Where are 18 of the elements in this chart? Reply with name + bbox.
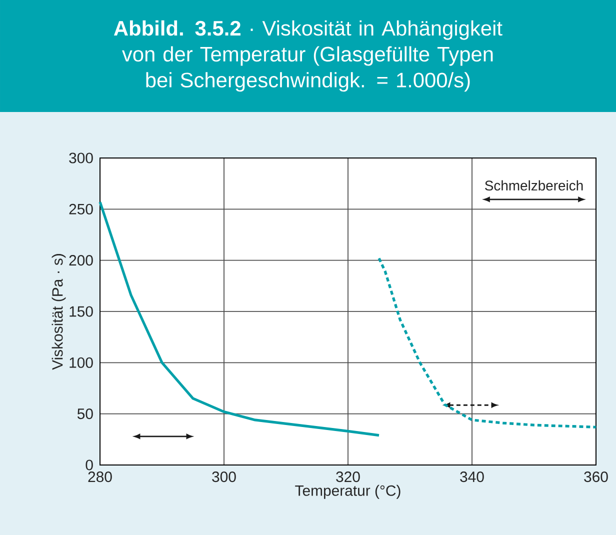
y-tick-label: 200	[69, 255, 93, 266]
x-tick-label: 320	[336, 472, 360, 482]
x-tick-label: 360	[584, 472, 608, 482]
x-tick-label: 340	[460, 472, 484, 482]
x-axis-title: Temperatur (°C)	[295, 484, 400, 499]
x-tick-label: 300	[212, 472, 236, 482]
line-series	[378, 256, 598, 428]
annotation: Schmelzbereich	[485, 180, 583, 191]
y-tick-label: 100	[70, 357, 93, 368]
y-tick-label: 0	[86, 460, 93, 470]
chart-title: Abbild. 3.5.2 · Viskosität in Abhängigkeit von der Temperatur (Glasgefüllte Typen bei Schergeschwindigk. = 1.000/s)	[114, 20, 502, 92]
line-series	[98, 200, 380, 437]
y-tick-label: 150	[70, 306, 93, 317]
y-tick-label: 250	[69, 204, 93, 214]
x-tick-label: 280	[88, 472, 112, 482]
y-tick-label: 50	[77, 408, 93, 420]
y-axis-title: Viskosität (Pa · s)	[52, 254, 66, 370]
y-tick-label: 300	[69, 152, 93, 164]
